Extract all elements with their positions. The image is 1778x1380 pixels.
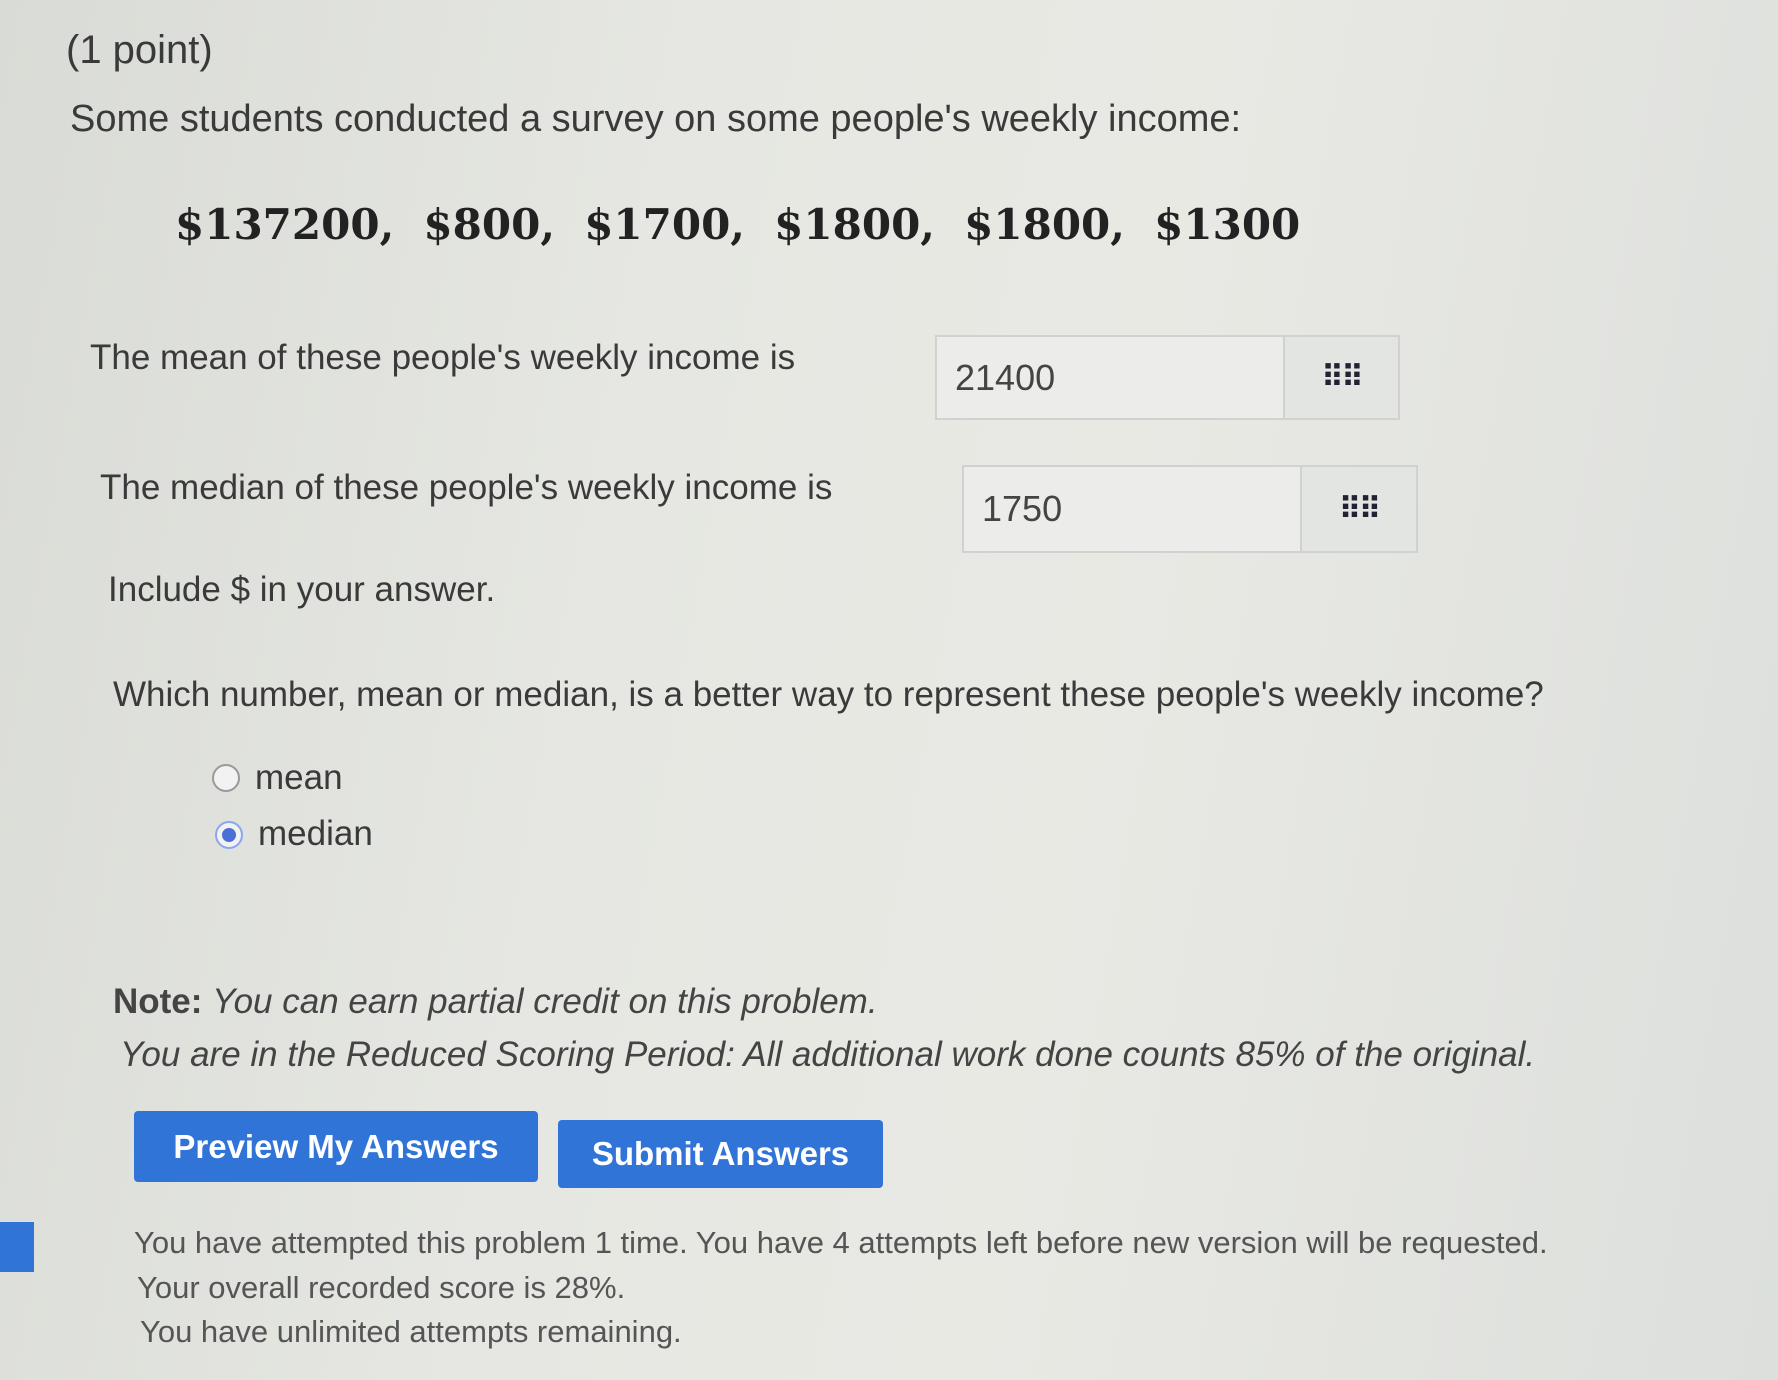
median-answer-box: ⠿⠿ [962, 465, 1418, 553]
reduced-scoring-note: You are in the Reduced Scoring Period: A… [120, 1035, 1536, 1074]
problem-intro: Some students conducted a survey on some… [70, 98, 1242, 140]
note: Note: You can earn partial credit on thi… [113, 982, 878, 1022]
median-input[interactable] [964, 467, 1306, 551]
submit-answers-button[interactable]: Submit Answers [558, 1120, 883, 1188]
radio-median[interactable] [215, 821, 243, 849]
score-status: Your overall recorded score is 28%. [137, 1270, 626, 1305]
equation-editor-icon[interactable]: ⠿⠿ [1300, 467, 1416, 551]
preview-answers-button[interactable]: Preview My Answers [134, 1111, 538, 1182]
median-label: The median of these people's weekly inco… [100, 468, 833, 507]
option-mean-label[interactable]: mean [255, 758, 343, 797]
attempts-status: You have attempted this problem 1 time. … [134, 1225, 1548, 1260]
note-text: You can earn partial credit on this prob… [212, 982, 878, 1021]
note-label: Note: [113, 982, 203, 1021]
income-values: $137200, $800, $1700, $1800, $1800, $130… [175, 200, 1301, 249]
problem-points: (1 point) [66, 28, 213, 72]
radio-mean[interactable] [212, 764, 240, 792]
side-tab[interactable] [0, 1222, 34, 1272]
unlimited-status: You have unlimited attempts remaining. [140, 1314, 682, 1349]
option-median-label[interactable]: median [258, 814, 373, 853]
equation-editor-icon[interactable]: ⠿⠿ [1283, 337, 1398, 418]
mean-label: The mean of these people's weekly income… [90, 338, 796, 377]
mean-answer-box: ⠿⠿ [935, 335, 1400, 420]
mean-input[interactable] [937, 337, 1287, 418]
include-note: Include $ in your answer. [108, 570, 496, 609]
question-text: Which number, mean or median, is a bette… [113, 675, 1544, 714]
